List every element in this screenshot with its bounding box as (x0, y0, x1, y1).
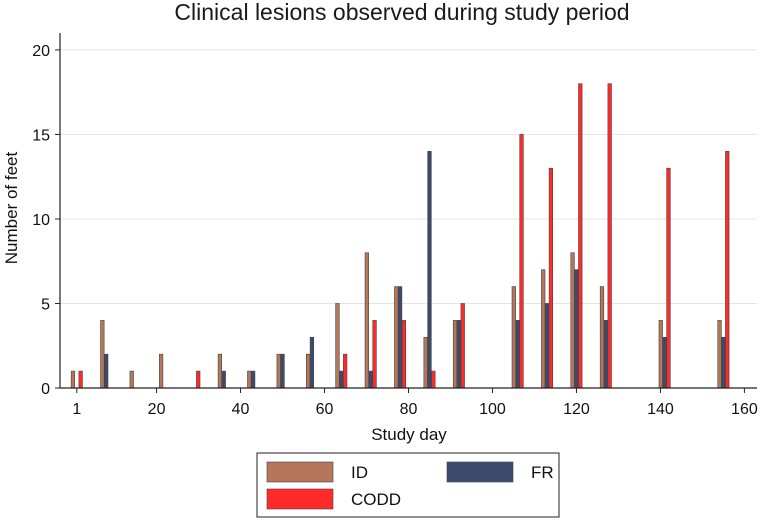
x-axis-title: Study day (371, 425, 447, 444)
bar-id-day-50 (276, 353, 281, 389)
bar-codd-day-78 (401, 320, 407, 389)
bar-codd-day-106 (519, 134, 524, 389)
legend-label-fr: FR (531, 463, 554, 482)
bar-id-day-141 (658, 320, 663, 389)
x-tick-label-140: 140 (647, 401, 674, 418)
bar-fr-day-78 (397, 286, 403, 389)
bar-fr-day-113 (544, 303, 550, 389)
bar-codd-day-1 (78, 370, 83, 389)
bar-id-day-113 (541, 269, 546, 389)
legend-swatch-codd (266, 488, 334, 510)
bar-fr-day-155 (721, 336, 726, 389)
y-tick-label-15: 15 (32, 127, 50, 144)
x-tick-label-120: 120 (563, 401, 590, 418)
y-axis-title: Number of feet (2, 152, 21, 265)
bar-codd-day-29 (196, 370, 201, 389)
bar-fr-day-64 (339, 370, 344, 389)
legend-label-codd: CODD (351, 490, 401, 509)
bar-codd-day-71 (372, 320, 377, 389)
bar-id-day-78 (394, 286, 399, 389)
bar-id-day-85 (423, 336, 428, 389)
bar-fr-day-50 (280, 353, 285, 389)
bar-id-day-127 (599, 286, 605, 389)
bar-fr-day-106 (515, 320, 520, 389)
bar-codd-day-155 (725, 151, 730, 389)
bar-id-day-155 (717, 320, 722, 389)
bar-fr-day-92 (456, 320, 461, 389)
x-tick-label-40: 40 (232, 401, 250, 418)
bar-codd-day-85 (431, 370, 436, 389)
legend-swatch-fr (446, 461, 514, 483)
bar-codd-day-127 (607, 83, 612, 389)
bar-fr-day-57 (309, 336, 315, 389)
bar-codd-day-113 (548, 167, 554, 389)
bar-id-day-1 (70, 370, 76, 389)
x-tick-label-80: 80 (400, 401, 418, 418)
y-tick-label-10: 10 (32, 212, 50, 229)
bar-id-day-22 (159, 353, 164, 389)
bar-fr-day-36 (221, 370, 226, 389)
bar-fr-day-127 (603, 320, 608, 389)
bar-fr-day-43 (251, 370, 256, 389)
bar-codd-day-120 (578, 83, 583, 389)
bar-codd-day-92 (460, 303, 465, 389)
bar-codd-day-64 (343, 353, 348, 389)
legend-label-id: ID (351, 463, 368, 482)
bar-fr-day-8 (104, 353, 109, 389)
bar-fr-day-141 (662, 336, 667, 389)
y-tick-label-5: 5 (41, 296, 50, 313)
bar-id-day-43 (247, 370, 252, 389)
bar-id-day-106 (511, 286, 516, 389)
bar-id-day-71 (364, 252, 369, 389)
x-tick-label-20: 20 (148, 401, 166, 418)
bar-id-day-36 (217, 353, 223, 389)
bar-fr-day-85 (427, 151, 432, 389)
bar-id-day-8 (100, 320, 105, 389)
bar-fr-day-71 (368, 370, 373, 389)
x-tick-label-160: 160 (731, 401, 758, 418)
y-tick-label-20: 20 (32, 43, 50, 60)
y-tick-label-0: 0 (41, 381, 50, 398)
x-tick-label-60: 60 (316, 401, 334, 418)
bar-id-day-15 (129, 370, 134, 389)
bar-id-day-64 (335, 303, 340, 389)
legend: ID FR CODD (256, 452, 560, 518)
x-tick-label-100: 100 (479, 401, 506, 418)
bar-fr-day-120 (574, 269, 579, 389)
x-tick-label-1: 1 (72, 401, 81, 418)
legend-swatch-id (266, 461, 334, 483)
bar-codd-day-141 (666, 167, 671, 389)
chart-title: Clinical lesions observed during study p… (174, 0, 629, 25)
bar-id-day-120 (570, 252, 575, 389)
bar-id-day-92 (452, 320, 458, 389)
bar-id-day-57 (305, 353, 311, 389)
